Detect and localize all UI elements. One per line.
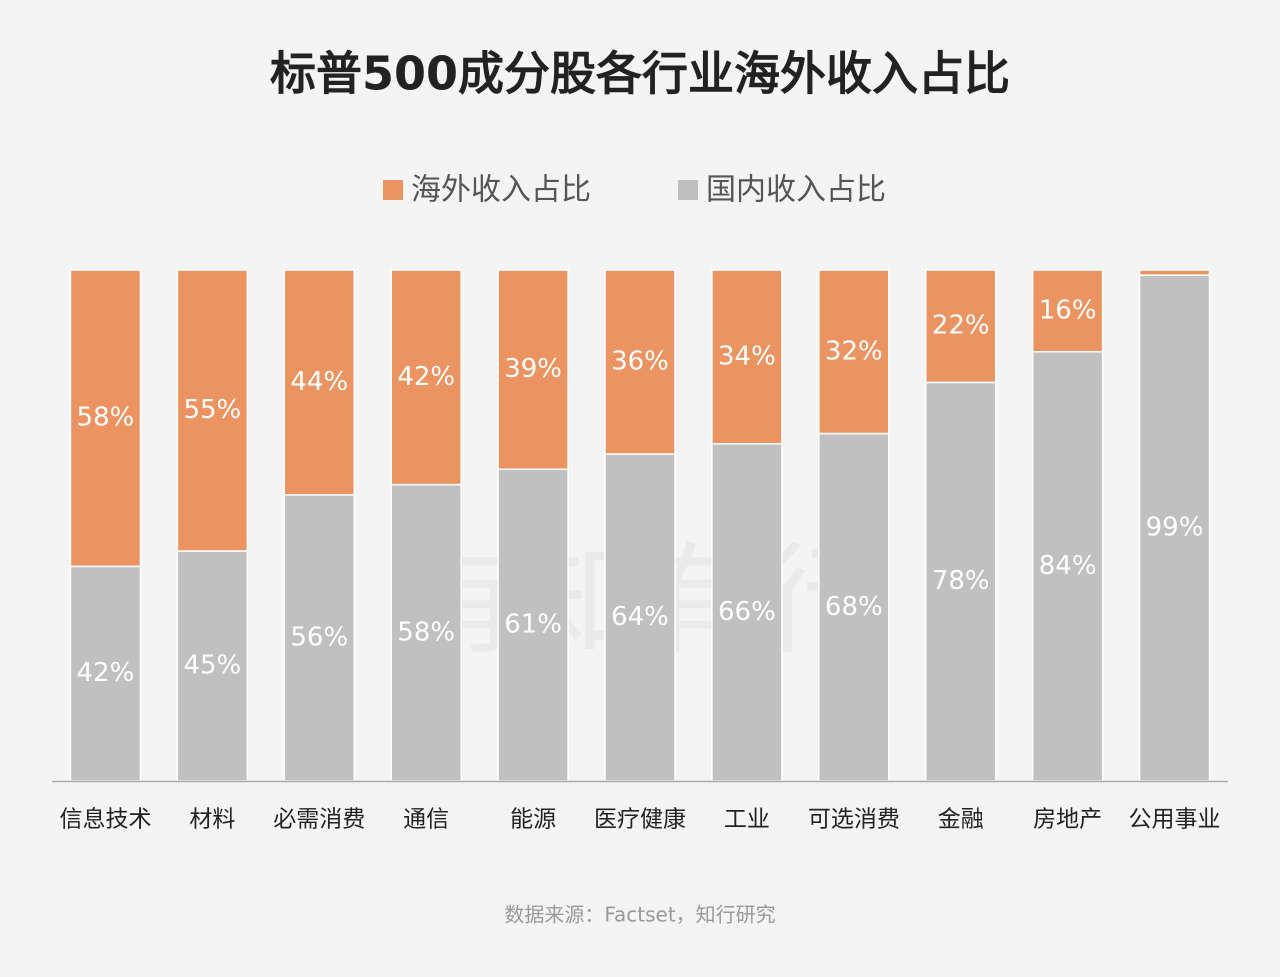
source-note: 数据来源：Factset，知行研究: [504, 903, 775, 927]
bar-segment: [604, 453, 676, 782]
x-tick-label: 房地产: [1033, 807, 1102, 833]
legend-swatch: [383, 180, 403, 200]
x-tick-label: 必需消费: [273, 807, 365, 833]
chart-title: 标普500成分股各行业海外收入占比: [270, 47, 1010, 101]
bar-segment: [497, 269, 569, 471]
x-tick-label: 材料: [189, 807, 235, 833]
data-label: 16%: [1039, 295, 1097, 325]
bar-segment: [1031, 269, 1104, 353]
data-label: 61%: [504, 610, 562, 640]
bar-segment: [69, 269, 142, 568]
bar-segment: [818, 269, 890, 435]
data-label: 84%: [1039, 551, 1097, 581]
x-tick-label: 金融: [938, 807, 984, 833]
x-tick-label: 工业: [724, 807, 770, 833]
data-label: 66%: [718, 597, 776, 627]
data-label: 58%: [77, 403, 135, 433]
bar-segment: [924, 381, 997, 782]
bar-segment: [1138, 274, 1211, 782]
bar-segment: [176, 550, 249, 782]
bar-segment: [283, 494, 356, 782]
bar-segment: [176, 269, 249, 552]
bar-segment: [924, 269, 997, 384]
data-label: 44%: [290, 367, 348, 397]
bar-segment: [1138, 269, 1211, 276]
x-tick-label: 公用事业: [1129, 807, 1221, 833]
data-label: 34%: [718, 341, 776, 371]
data-label: 32%: [825, 336, 883, 366]
data-label: 36%: [611, 346, 669, 376]
data-label: 42%: [397, 362, 455, 392]
bar-segment: [711, 442, 783, 782]
bar-segment: [711, 269, 783, 445]
bar-segment: [390, 483, 462, 782]
bar-segment: [390, 269, 462, 486]
data-label: 99%: [1146, 513, 1204, 543]
data-label: 55%: [183, 395, 241, 425]
data-label: 58%: [397, 617, 455, 647]
legend-label: 海外收入占比: [411, 173, 591, 208]
bar-segment: [604, 269, 676, 455]
x-tick-label: 信息技术: [59, 807, 151, 833]
data-label: 45%: [183, 651, 241, 681]
bar-segment: [1031, 351, 1104, 782]
x-tick-label: 医疗健康: [594, 807, 686, 833]
data-label: 42%: [77, 658, 135, 688]
data-label: 56%: [290, 622, 348, 652]
legend-swatch: [678, 180, 698, 200]
bar-segment: [818, 432, 890, 782]
data-label: 22%: [932, 311, 990, 341]
x-tick-label: 能源: [510, 807, 556, 833]
data-label: 68%: [825, 592, 883, 622]
bar-segment: [283, 269, 356, 496]
data-label: 39%: [504, 354, 562, 384]
x-tick-label: 可选消费: [808, 807, 900, 833]
x-tick-label: 通信: [403, 807, 449, 833]
data-label: 78%: [932, 566, 990, 596]
legend-label: 国内收入占比: [706, 173, 886, 208]
data-label: 64%: [611, 602, 669, 632]
